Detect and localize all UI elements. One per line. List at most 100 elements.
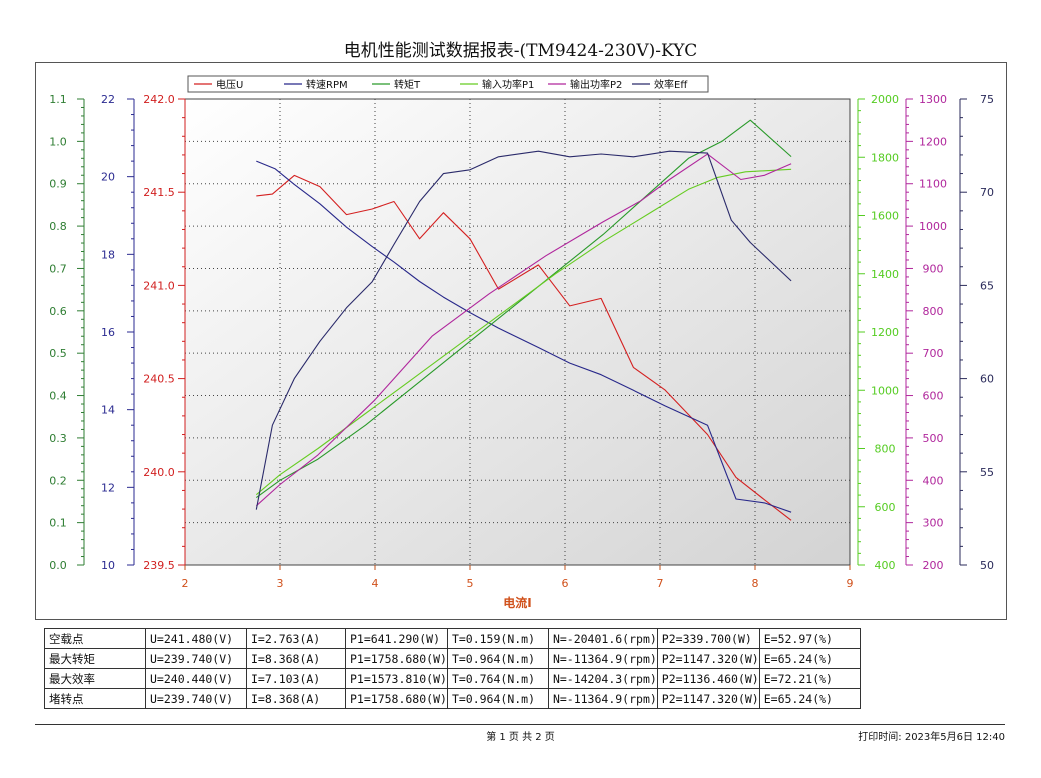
x-tick-label: 4 xyxy=(372,577,379,590)
y-tick-label: 50 xyxy=(980,559,994,572)
legend-label: 电压U xyxy=(216,78,243,91)
series-line-5 xyxy=(255,150,792,510)
y-tick-label: 1200 xyxy=(919,135,947,148)
y-tick-label: 1200 xyxy=(871,326,899,339)
x-tick-label: 9 xyxy=(847,577,854,590)
table-cell: N=-14204.3(rpm) xyxy=(547,668,658,689)
x-axis-title: 电流I xyxy=(503,595,531,610)
table-cell: T=0.964(N.m) xyxy=(446,648,549,669)
y-tick-label: 60 xyxy=(980,373,994,386)
y-tick-label: 75 xyxy=(980,93,994,106)
y-tick-label: 241.0 xyxy=(143,279,175,292)
y-tick-label: 0.2 xyxy=(49,474,67,487)
y-tick-label: 1600 xyxy=(871,210,899,223)
input-power-axis: 400 600 800 1000 1200 1400 1600 1800 2000 xyxy=(857,93,899,572)
y-tick-label: 22 xyxy=(101,93,115,106)
rpm-axis: 10 12 14 16 18 20 22 xyxy=(101,93,135,572)
table-cell: P2=339.700(W) xyxy=(656,628,760,649)
performance-chart: 2 3 4 5 6 7 8 9电流I0.00.10.20.30.40.50.60.70.80.… xyxy=(49,75,994,610)
y-tick-label: 0.6 xyxy=(49,305,67,318)
row-label: 空载点 xyxy=(44,628,146,649)
table-cell: U=240.440(V) xyxy=(145,668,247,689)
table-cell: I=8.368(A) xyxy=(246,648,346,669)
table-cell: T=0.159(N.m) xyxy=(446,628,549,649)
x-tick-label: 6 xyxy=(562,577,569,590)
print-timestamp: 打印时间: 2023年5月6日 12:40 xyxy=(858,732,1005,743)
y-tick-label: 0.1 xyxy=(49,517,67,530)
y-tick-label: 300 xyxy=(923,517,944,530)
table-cell: P2=1147.320(W) xyxy=(656,688,760,709)
x-tick-label: 7 xyxy=(657,577,664,590)
table-cell: P1=1573.810(W) xyxy=(345,668,448,689)
y-tick-label: 0.8 xyxy=(49,220,67,233)
y-tick-label: 65 xyxy=(980,279,994,292)
voltage-axis: 239.5 240.0 240.5 241.0 241.5 242.0 xyxy=(143,93,186,572)
series-line-1 xyxy=(256,160,792,513)
y-tick-label: 1100 xyxy=(919,178,947,191)
y-tick-label: 20 xyxy=(101,171,115,184)
table-cell: E=65.24(%) xyxy=(758,648,861,669)
series-line-0 xyxy=(256,174,792,521)
table-cell: U=241.480(V) xyxy=(145,628,247,649)
row-label: 最大效率 xyxy=(44,668,146,689)
y-tick-label: 1300 xyxy=(919,93,947,106)
table-cell: E=65.24(%) xyxy=(758,688,861,709)
table-row: 最大效率 U=240.440(V) I=7.103(A) P1=1573.810(W)… xyxy=(44,668,861,689)
y-tick-label: 800 xyxy=(923,305,944,318)
x-tick-label: 5 xyxy=(467,577,474,590)
y-tick-label: 1800 xyxy=(871,151,899,164)
y-tick-label: 400 xyxy=(875,559,896,572)
legend-label: 效率Eff xyxy=(654,78,688,91)
table-cell: U=239.740(V) xyxy=(145,648,247,669)
y-tick-label: 700 xyxy=(923,347,944,360)
row-label: 最大转矩 xyxy=(44,648,146,669)
legend-label: 转速RPM xyxy=(306,78,348,91)
legend-label: 输入功率P1 xyxy=(482,78,534,91)
table-cell: I=2.763(A) xyxy=(246,628,346,649)
table-cell: E=52.97(%) xyxy=(758,628,861,649)
chart-panel: 2 3 4 5 6 7 8 9 电流I 0.0 0.1 0.2 0.3 0.4 0.5 0.6 0.7 0.8 0.… xyxy=(35,62,1007,620)
summary-table: 空载点 U=241.480(V) I=2.763(A) P1=641.290(W) T=… xyxy=(44,628,861,709)
table-cell: U=239.740(V) xyxy=(145,688,247,709)
y-tick-label: 0.9 xyxy=(49,178,67,191)
efficiency-axis: 50 55 60 65 70 75 xyxy=(959,93,994,572)
y-tick-label: 12 xyxy=(101,481,115,494)
series-line-3 xyxy=(255,168,792,496)
table-row: 空载点 U=241.480(V) I=2.763(A) P1=641.290(W) T=… xyxy=(44,628,861,649)
y-tick-label: 0.0 xyxy=(49,559,67,572)
legend-label: 转矩T xyxy=(394,78,421,91)
legend-box xyxy=(187,75,709,93)
y-tick-label: 1400 xyxy=(871,268,899,281)
y-tick-label: 242.0 xyxy=(143,93,175,106)
table-cell: P2=1136.460(W) xyxy=(656,668,760,689)
table-row: 堵转点 U=239.740(V) I=8.368(A) P1=1758.680(W) T… xyxy=(44,688,861,709)
row-label: 堵转点 xyxy=(44,688,146,709)
output-power-axis: 200 300 400 500 600 700 800 900 1000 1100 1200 1300 xyxy=(905,93,947,572)
torque-fraction-axis: 0.0 0.1 0.2 0.3 0.4 0.5 0.6 0.7 0.8 0.9 1.0 1.1 xyxy=(49,93,85,572)
table-cell: E=72.21(%) xyxy=(758,668,861,689)
y-tick-label: 0.5 xyxy=(49,347,67,360)
table-cell: N=-11364.9(rpm) xyxy=(547,648,658,669)
y-tick-label: 900 xyxy=(923,262,944,275)
y-tick-label: 10 xyxy=(101,559,115,572)
y-tick-label: 1000 xyxy=(919,220,947,233)
y-tick-label: 2000 xyxy=(871,93,899,106)
y-tick-label: 240.0 xyxy=(143,466,175,479)
y-tick-label: 0.3 xyxy=(49,432,67,445)
table-cell: N=-20401.6(rpm) xyxy=(547,628,658,649)
y-tick-label: 14 xyxy=(101,404,115,417)
table-cell: N=-11364.9(rpm) xyxy=(547,688,658,709)
page-indicator: 第 1 页 共 2 页 xyxy=(486,732,555,743)
footer-divider xyxy=(35,724,1005,725)
series-line-4 xyxy=(255,153,792,507)
report-title: 电机性能测试数据报表-(TM9424-230V)-KYC xyxy=(343,41,698,61)
y-tick-label: 600 xyxy=(875,501,896,514)
y-tick-label: 18 xyxy=(101,248,115,261)
y-tick-label: 241.5 xyxy=(143,186,175,199)
plot-area xyxy=(184,98,851,566)
y-tick-label: 0.7 xyxy=(49,262,67,275)
y-tick-label: 1.0 xyxy=(49,135,67,148)
y-tick-label: 55 xyxy=(980,466,994,479)
y-tick-label: 1.1 xyxy=(49,93,67,106)
table-cell: T=0.764(N.m) xyxy=(446,668,549,689)
